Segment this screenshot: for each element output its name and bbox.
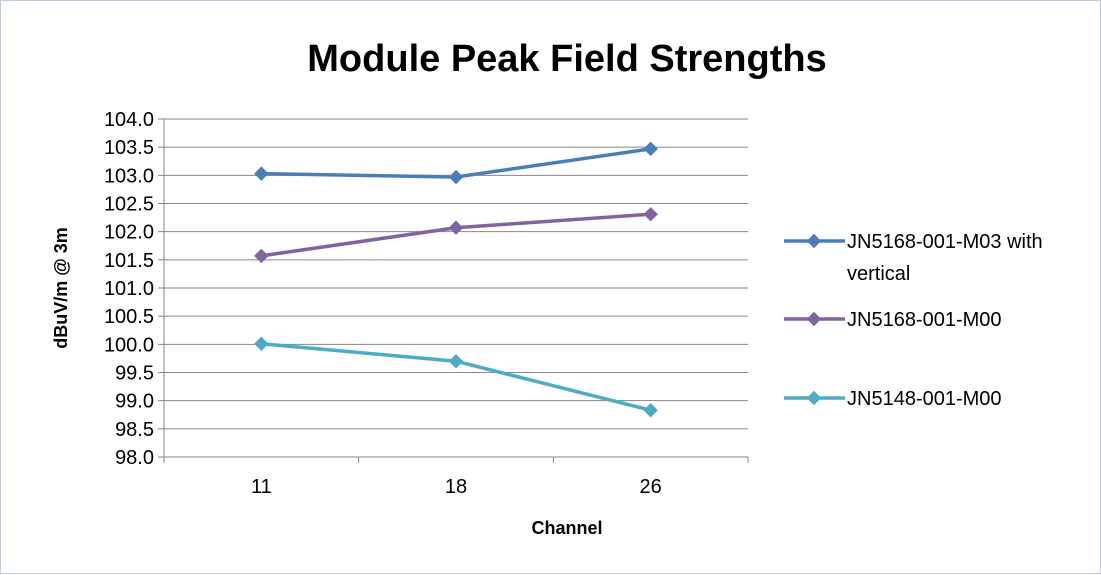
- legend-label: JN5148-001-M00: [847, 388, 1002, 410]
- legend-label: JN5168-001-M00: [847, 309, 1002, 331]
- y-tick-label: 103.0: [104, 165, 154, 187]
- y-tick-label: 99.5: [115, 363, 154, 385]
- y-tick-label: 100.0: [104, 334, 154, 356]
- y-tick-label: 104.0: [104, 109, 154, 131]
- y-tick-label: 98.5: [115, 419, 154, 441]
- legend-entry: JN5168-001-M00: [784, 309, 1002, 331]
- data-point-marker: [643, 206, 658, 222]
- x-tick-label: 18: [445, 476, 467, 498]
- y-tick-label: 103.5: [104, 137, 154, 159]
- data-point-marker: [448, 220, 464, 235]
- y-axis-label: dBuV/m @ 3m: [51, 227, 71, 349]
- y-tick-label: 102.5: [104, 194, 154, 216]
- legend-marker: [806, 233, 822, 249]
- gridlines: [158, 118, 748, 458]
- y-tick-label: 101.0: [104, 278, 154, 300]
- y-tick-label: 99.0: [115, 391, 154, 413]
- y-tick-label: 98.0: [115, 447, 154, 469]
- legend-marker: [806, 311, 822, 327]
- x-tick-label: 26: [640, 476, 662, 498]
- data-point-marker: [643, 141, 658, 157]
- data-point-marker: [254, 336, 269, 351]
- y-tick-labels: 98.0 98.5 99.0 99.5 100.0 100.5 101.0 101.5 102.…: [104, 109, 154, 469]
- series-group: [254, 336, 658, 418]
- y-tick-label: 100.5: [104, 306, 154, 328]
- y-tick-label: 101.5: [104, 250, 154, 272]
- chart-title: Module Peak Field Strengths: [307, 38, 826, 80]
- series-group: [254, 141, 658, 185]
- y-tick-label: 102.0: [104, 222, 154, 244]
- series-line: [261, 212, 651, 258]
- data-point-marker: [448, 354, 464, 369]
- data-point-marker: [643, 403, 658, 418]
- data-point-marker: [448, 169, 464, 185]
- series-group: [254, 206, 658, 264]
- legend-entry: JN5168-001-M03 with vertical: [784, 231, 1043, 285]
- axes: [163, 119, 749, 463]
- legend-label: JN5168-001-M03 with: [847, 231, 1043, 253]
- x-tick-labels: 11 18 26: [251, 476, 662, 498]
- legend: JN5168-001-M03 withverticalJN5168-001-M0…: [784, 231, 1043, 410]
- legend-entry: JN5148-001-M00: [784, 388, 1002, 410]
- series-lines: [254, 141, 658, 418]
- x-tick-label: 11: [251, 476, 272, 498]
- data-point-marker: [254, 166, 269, 181]
- legend-label: vertical: [847, 263, 910, 285]
- data-point-marker: [254, 248, 269, 264]
- legend-marker: [806, 390, 822, 406]
- x-axis-label: Channel: [531, 518, 602, 538]
